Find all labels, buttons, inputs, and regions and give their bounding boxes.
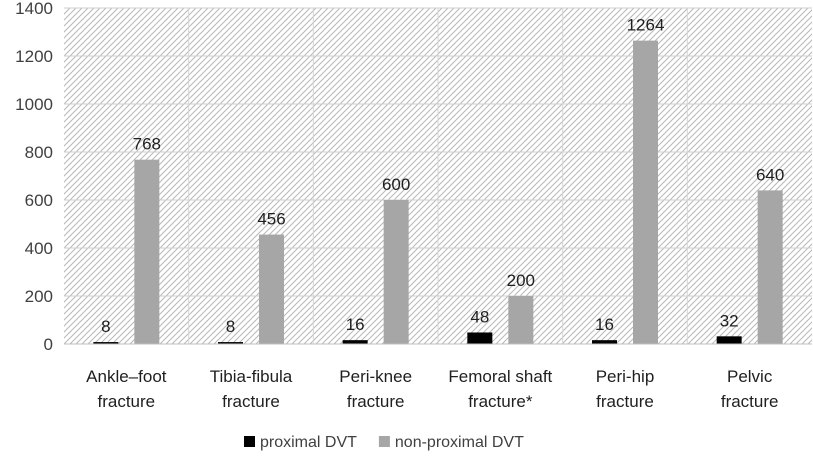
- x-category-label: Femoral shaft fracture*: [448, 367, 552, 411]
- data-label: 600: [382, 175, 410, 194]
- data-label: 48: [470, 307, 489, 326]
- y-axis: 0 200 400 600 800 1000 1200 1400: [15, 0, 53, 354]
- y-tick-label: 1400: [15, 0, 53, 18]
- bar: [757, 190, 783, 344]
- y-tick-label: 1000: [15, 95, 53, 114]
- x-axis: Ankle–foot fracture Tibia-fibula fracture Pe…: [64, 343, 812, 411]
- y-tick-label: 800: [25, 143, 53, 162]
- data-labels: 8 8 16 48 16 32 768 456 600 200 1264 640: [101, 16, 784, 336]
- data-label: 32: [720, 311, 739, 330]
- y-tick-label: 600: [25, 191, 53, 210]
- bar: [134, 159, 160, 344]
- x-category-label: Peri-knee fracture: [339, 367, 412, 411]
- legend-swatch: [244, 436, 255, 447]
- bar: [342, 340, 368, 344]
- x-category-label: Peri-hip fracture: [596, 367, 655, 411]
- data-label: 16: [346, 315, 365, 334]
- bar: [508, 296, 534, 344]
- bars: [93, 40, 783, 344]
- data-label: 16: [595, 315, 614, 334]
- legend: proximal DVT non-proximal DVT: [244, 434, 524, 451]
- y-tick-label: 1200: [15, 47, 53, 66]
- data-label: 1264: [627, 16, 665, 35]
- data-label: 456: [257, 210, 285, 229]
- bar: [218, 342, 243, 344]
- data-label: 640: [756, 165, 784, 184]
- data-label: 8: [226, 317, 235, 336]
- y-tick-label: 200: [25, 287, 53, 306]
- bar: [716, 336, 742, 344]
- bar: [259, 234, 284, 344]
- gridlines: [64, 7, 812, 344]
- data-label: 200: [507, 271, 535, 290]
- x-category-label: Pelvic fracture: [721, 367, 779, 411]
- bar: [383, 200, 409, 344]
- data-label: 8: [101, 317, 110, 336]
- legend-label: proximal DVT: [260, 434, 357, 451]
- bar: [93, 342, 119, 344]
- bar: [633, 40, 658, 344]
- bar: [467, 332, 493, 344]
- y-tick-label: 0: [44, 335, 53, 354]
- y-tick-label: 400: [25, 239, 53, 258]
- x-category-label: Ankle–foot fracture: [86, 367, 167, 411]
- legend-label: non-proximal DVT: [395, 434, 524, 451]
- legend-swatch: [378, 436, 390, 447]
- data-label: 768: [133, 135, 161, 154]
- bar: [592, 340, 617, 344]
- x-category-label: Tibia-fibula fracture: [210, 367, 293, 411]
